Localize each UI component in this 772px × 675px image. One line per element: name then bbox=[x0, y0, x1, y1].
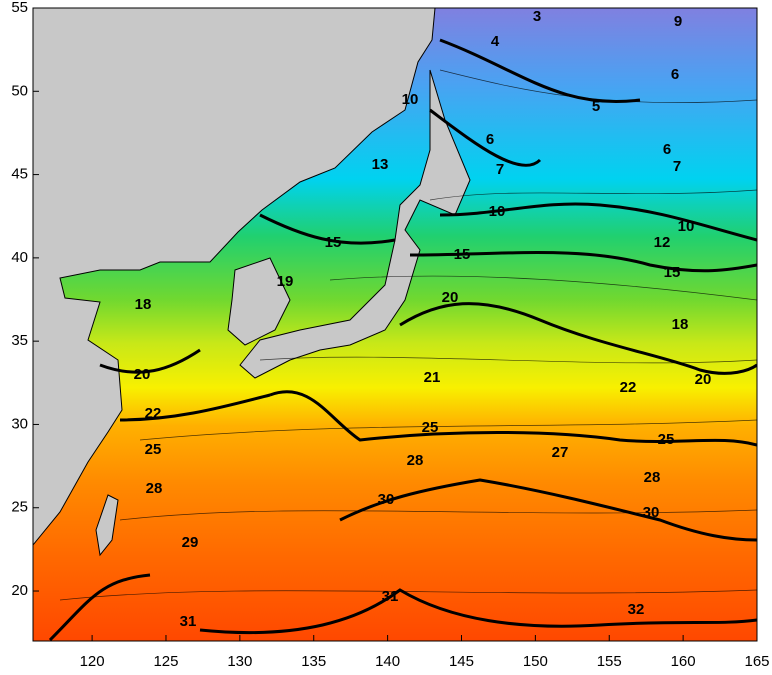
contour-line bbox=[259, 213, 757, 273]
contour-label: 31 bbox=[180, 613, 197, 630]
land bbox=[33, 8, 436, 546]
x-tick-label: 135 bbox=[301, 653, 326, 670]
frame bbox=[32, 7, 758, 642]
contour-line bbox=[339, 478, 757, 542]
y-tick-label: 35 bbox=[11, 332, 28, 349]
contour-label: 25 bbox=[422, 419, 439, 436]
contour-label: 6 bbox=[671, 66, 679, 83]
contour-label: 5 bbox=[592, 98, 600, 115]
contour-label: 4 bbox=[491, 33, 500, 50]
y-tick-label: 50 bbox=[11, 82, 28, 99]
y-tick-label: 30 bbox=[11, 415, 28, 432]
land-taiwan bbox=[95, 494, 119, 557]
contour-label: 10 bbox=[678, 218, 695, 235]
contour-label: 6 bbox=[663, 141, 671, 158]
contour-line bbox=[429, 38, 641, 167]
y-tick-label: 45 bbox=[11, 166, 28, 183]
contour-label: 7 bbox=[673, 158, 681, 175]
x-tick-label: 140 bbox=[375, 653, 400, 670]
contour-label: 10 bbox=[489, 203, 506, 220]
contour-label: 25 bbox=[145, 441, 162, 458]
contour-label: 7 bbox=[496, 161, 504, 178]
x-tick-label: 130 bbox=[227, 653, 252, 670]
contour-label: 31 bbox=[382, 588, 399, 605]
x-tick-label: 155 bbox=[597, 653, 622, 670]
contour-label: 28 bbox=[644, 469, 661, 486]
contour-label: 15 bbox=[454, 246, 471, 263]
contour-label: 12 bbox=[654, 234, 671, 251]
contour-line bbox=[119, 390, 757, 447]
contour-label: 19 bbox=[277, 273, 294, 290]
x-tick-label: 145 bbox=[449, 653, 474, 670]
x-tick-label: 125 bbox=[153, 653, 178, 670]
contour-label: 18 bbox=[672, 316, 689, 333]
contour-label: 9 bbox=[674, 13, 682, 30]
y-tick-label: 40 bbox=[11, 249, 28, 266]
contour-label: 15 bbox=[664, 264, 681, 281]
contour-label: 10 bbox=[402, 91, 419, 108]
x-tick-label: 150 bbox=[523, 653, 548, 670]
contour-label: 21 bbox=[424, 369, 441, 386]
map-area bbox=[33, 8, 757, 641]
x-tick-label: 120 bbox=[80, 653, 105, 670]
contour-label: 29 bbox=[182, 534, 199, 551]
contour-label: 22 bbox=[145, 405, 162, 422]
contour-label: 25 bbox=[658, 431, 675, 448]
contour-label: 20 bbox=[695, 371, 712, 388]
contour-label: 3 bbox=[533, 8, 541, 25]
contour-label: 18 bbox=[135, 296, 152, 313]
contour-label: 22 bbox=[620, 379, 637, 396]
contour-label: 30 bbox=[643, 504, 660, 521]
land-japan bbox=[239, 69, 471, 379]
contour-line bbox=[439, 202, 757, 242]
contour-label: 28 bbox=[146, 480, 163, 497]
y-tick-label: 20 bbox=[11, 582, 28, 599]
y-tick-label: 25 bbox=[11, 499, 28, 516]
land-korea bbox=[227, 257, 291, 346]
contour-line bbox=[48, 573, 757, 641]
contour-label: 6 bbox=[486, 131, 494, 148]
contour-label: 32 bbox=[628, 601, 645, 618]
contour-label: 15 bbox=[325, 234, 342, 251]
x-tick-label: 165 bbox=[744, 653, 769, 670]
contour-label: 30 bbox=[378, 491, 395, 508]
y-tick-label: 55 bbox=[11, 0, 28, 16]
contour-label: 20 bbox=[442, 289, 459, 306]
contour-line bbox=[99, 302, 757, 375]
x-tick-label: 160 bbox=[671, 653, 696, 670]
contour-label: 28 bbox=[407, 452, 424, 469]
contour-label: 20 bbox=[134, 366, 151, 383]
contour-label: 13 bbox=[372, 156, 389, 173]
contour-label: 27 bbox=[552, 444, 569, 461]
